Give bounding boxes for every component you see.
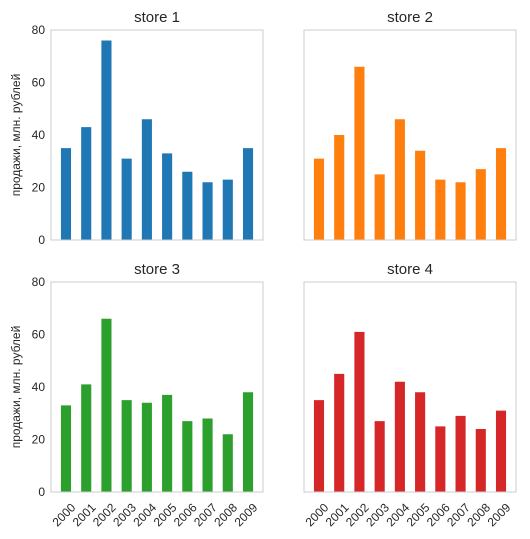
plot-frame [303, 29, 517, 241]
bar-2007 [455, 182, 466, 240]
bar-2003 [121, 158, 132, 241]
plot-frame [50, 281, 264, 493]
bar-2006 [435, 426, 446, 493]
bar-2009 [242, 148, 254, 241]
subplot-title: store 2 [387, 9, 433, 26]
bar-2003 [374, 421, 385, 493]
bar-2005 [162, 394, 173, 493]
subplot-1: store 1 0 20 40 60 80 продажи, млн. рублей [9, 9, 264, 247]
bar-2007 [202, 182, 213, 240]
bar-2003 [121, 400, 132, 493]
y-tick-label: 40 [32, 128, 46, 142]
bar-2008 [222, 434, 233, 492]
plot-frame [303, 281, 517, 493]
y-tick-label: 0 [38, 485, 45, 499]
bar-2005 [162, 153, 173, 241]
bar-2000 [60, 405, 72, 493]
y-tick-label: 20 [32, 181, 46, 195]
y-tick-label: 40 [32, 380, 46, 394]
y-tick-label: 0 [38, 233, 45, 247]
y-axis-label: продажи, млн. рублей [9, 74, 23, 197]
y-tick-label: 80 [32, 23, 46, 37]
bar-2004 [394, 381, 405, 492]
y-tick-label: 20 [32, 433, 46, 447]
bar-2006 [435, 179, 446, 241]
bar-2000 [313, 400, 325, 493]
subplot-title: store 4 [387, 261, 433, 278]
bar-2003 [374, 174, 385, 241]
bar-2001 [81, 127, 92, 241]
bar-2008 [475, 169, 486, 241]
y-tick-label: 60 [32, 328, 46, 342]
bar-2002 [354, 331, 365, 493]
bar-2002 [101, 40, 112, 240]
bar-2009 [495, 148, 507, 241]
bar-2004 [141, 402, 152, 492]
bar-2000 [60, 148, 72, 241]
bar-2006 [182, 421, 193, 493]
y-tick-label: 60 [32, 76, 46, 90]
bar-2007 [202, 418, 213, 492]
subplot-2: store 2 [303, 9, 517, 241]
subplot-title: store 3 [134, 261, 180, 278]
x-tick-label: 2009 [232, 500, 261, 529]
bar-2002 [354, 66, 365, 240]
bar-2008 [222, 179, 233, 241]
bar-2002 [101, 318, 112, 492]
y-axis-label: продажи, млн. рублей [9, 326, 23, 449]
subplot-title: store 1 [134, 9, 180, 26]
bar-2009 [242, 392, 254, 492]
bar-2004 [141, 119, 152, 240]
y-tick-label: 80 [32, 275, 46, 289]
bar-2001 [81, 384, 92, 493]
subplot-4: store 4200020012002200320042005200620072… [303, 261, 517, 529]
bar-2007 [455, 415, 466, 493]
bar-2009 [495, 410, 507, 493]
x-tick-label: 2009 [485, 500, 514, 529]
bar-2005 [415, 150, 426, 240]
bar-2001 [334, 373, 345, 493]
plot-frame [50, 29, 264, 241]
bar-2008 [475, 429, 486, 492]
bar-2001 [334, 135, 345, 240]
bar-2005 [415, 392, 426, 492]
bar-2004 [394, 119, 405, 240]
bar-2000 [313, 158, 325, 241]
bar-2006 [182, 171, 193, 240]
